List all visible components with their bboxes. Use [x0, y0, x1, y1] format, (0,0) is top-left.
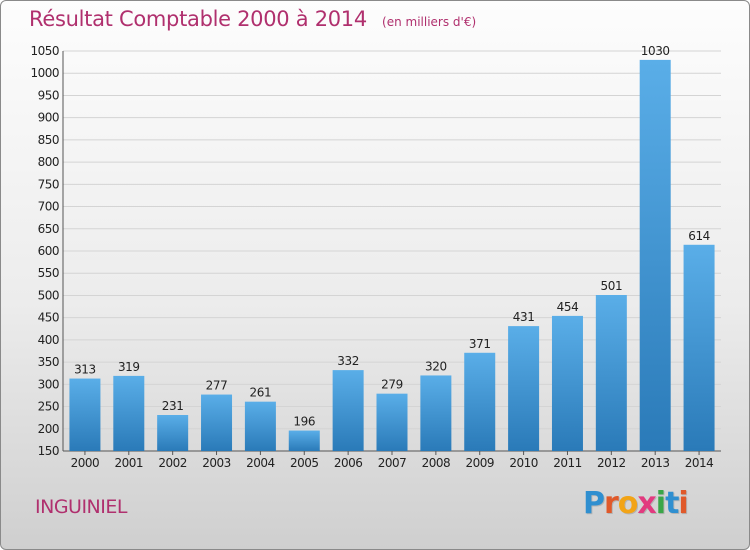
bar-2005 [288, 430, 320, 451]
x-tick-label-2001: 2001 [115, 456, 144, 470]
data-label-2006: 332 [337, 354, 359, 368]
y-tick-label: 850 [38, 133, 59, 147]
y-tick-label: 250 [38, 400, 59, 414]
x-tick-label-2000: 2000 [71, 456, 100, 470]
data-labels: 313 319 231 277 261 196 332 279 320 371 431 454 501 1… [74, 44, 710, 429]
x-tick-label-2002: 2002 [158, 456, 187, 470]
y-tick-label: 1000 [30, 66, 59, 80]
bar-2001 [113, 375, 145, 451]
x-tick-label-2011: 2011 [553, 456, 582, 470]
logo-letter: r [604, 486, 619, 521]
x-tick-label-2005: 2005 [290, 456, 319, 470]
bar-2008 [420, 375, 452, 451]
title-block: Résultat Comptable 2000 à 2014 (en milli… [29, 7, 476, 31]
bar-2010 [508, 326, 540, 451]
bar-2011 [551, 315, 583, 451]
proxiti-logo: Proxiti [583, 486, 689, 521]
x-tick-labels: 2000 2001 2002 2003 2004 2005 2006 2007 2008 2009… [71, 451, 714, 470]
chart-title: Résultat Comptable 2000 à 2014 [29, 7, 367, 31]
data-label-2011: 454 [557, 300, 579, 314]
y-tick-label: 900 [38, 111, 59, 125]
data-label-2014: 614 [688, 229, 710, 243]
logo-letter: i [655, 486, 666, 521]
y-tick-label: 500 [38, 288, 59, 302]
data-label-2003: 277 [206, 379, 228, 393]
bar-2000 [69, 378, 101, 451]
y-tick-label: 200 [38, 422, 59, 436]
logo-letter: i [678, 486, 688, 521]
data-label-2001: 319 [118, 360, 140, 374]
y-tick-label: 550 [38, 266, 59, 280]
y-tick-label: 700 [38, 200, 59, 214]
x-tick-label-2009: 2009 [465, 456, 494, 470]
data-label-2007: 279 [381, 378, 403, 392]
x-tick-label-2006: 2006 [334, 456, 363, 470]
data-label-2005: 196 [293, 415, 315, 429]
logo-letter: t [665, 486, 679, 521]
bar-2006 [332, 370, 364, 451]
bar-2012 [595, 295, 627, 451]
x-tick-label-2013: 2013 [641, 456, 670, 470]
bar-2002 [157, 415, 189, 451]
data-label-2004: 261 [250, 386, 272, 400]
y-tick-labels: 150 200 250 300 350 400 450 500 550 600 650 700 750 8… [30, 44, 59, 458]
x-tick-label-2008: 2008 [422, 456, 451, 470]
y-tick-label: 300 [38, 377, 59, 391]
y-tick-label: 800 [38, 155, 59, 169]
data-label-2002: 231 [162, 399, 184, 413]
data-label-2012: 501 [600, 279, 622, 293]
bar-2009 [464, 352, 496, 451]
logo-letter: x [637, 486, 656, 521]
logo-letter: o [617, 486, 639, 521]
data-label-2010: 431 [513, 310, 535, 324]
bar-2007 [376, 393, 408, 451]
y-tick-label: 1050 [30, 44, 59, 58]
data-label-2000: 313 [74, 363, 96, 377]
y-tick-label: 450 [38, 311, 59, 325]
x-tick-label-2004: 2004 [246, 456, 275, 470]
y-tick-label: 750 [38, 177, 59, 191]
y-tick-label: 350 [38, 355, 59, 369]
bar-2004 [244, 401, 276, 451]
y-tick-label: 650 [38, 222, 59, 236]
x-tick-label-2010: 2010 [509, 456, 538, 470]
x-tick-label-2003: 2003 [202, 456, 231, 470]
data-label-2008: 320 [425, 359, 447, 373]
bar-2003 [201, 394, 233, 451]
commune-name: INGUINIEL [35, 496, 127, 518]
x-tick-label-2014: 2014 [685, 456, 714, 470]
bars [69, 59, 715, 452]
logo-letter: P [583, 486, 605, 521]
data-label-2013: 1030 [641, 44, 670, 58]
bar-2014 [683, 244, 715, 451]
data-label-2009: 371 [469, 337, 491, 351]
y-tick-label: 950 [38, 88, 59, 102]
bar-2013 [639, 59, 671, 452]
x-tick-label-2007: 2007 [378, 456, 407, 470]
y-tick-label: 600 [38, 244, 59, 258]
y-tick-label: 400 [38, 333, 59, 347]
chart-subtitle: (en milliers d'€) [382, 15, 477, 29]
y-tick-label: 150 [38, 444, 59, 458]
x-tick-label-2012: 2012 [597, 456, 626, 470]
